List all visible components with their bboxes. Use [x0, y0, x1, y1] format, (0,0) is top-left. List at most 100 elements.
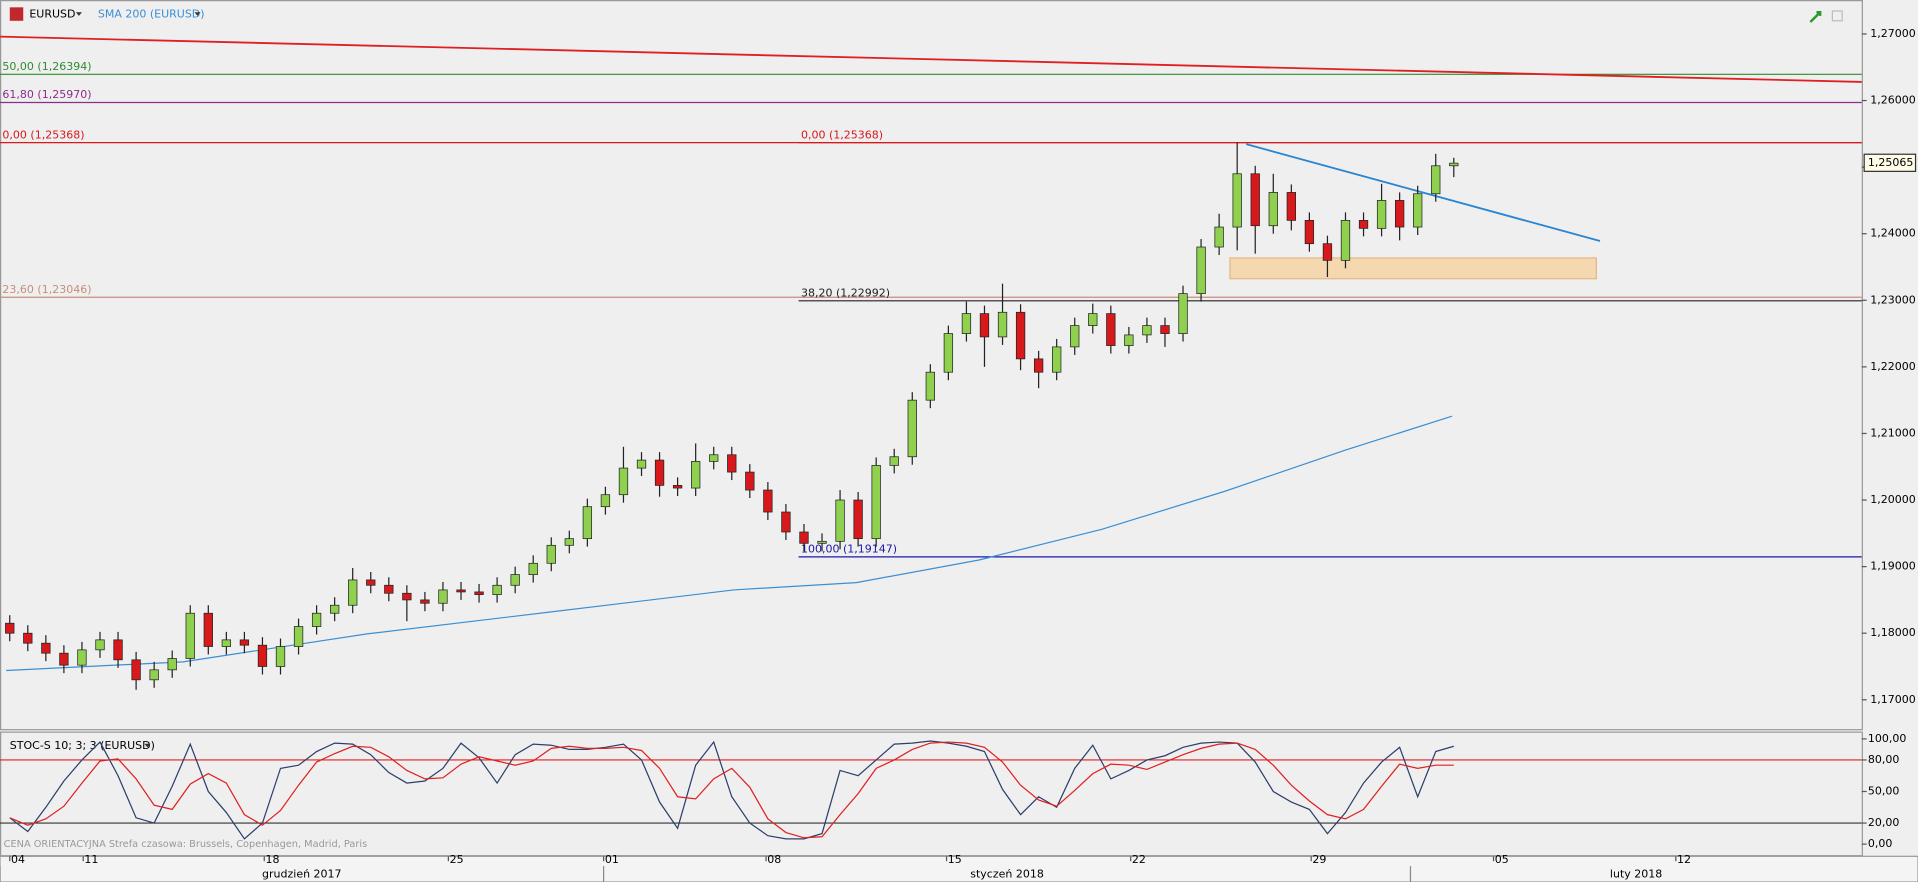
- y-tick-label: 1,21000: [1870, 426, 1915, 439]
- candle-body: [1376, 200, 1387, 229]
- x-tick-label: 29: [1312, 853, 1326, 866]
- sma-line: [6, 415, 1453, 672]
- candle-body: [1124, 334, 1134, 346]
- candle-body: [1033, 358, 1044, 373]
- candle-body: [636, 459, 647, 469]
- fib-label: 100,00 (1,19147): [801, 542, 897, 555]
- candle-body: [492, 584, 502, 595]
- x-tick-label: 05: [1495, 853, 1509, 866]
- fib-label: 61,80 (1,25970): [2, 88, 91, 101]
- x-tick-label: 12: [1677, 853, 1691, 866]
- candle-body: [77, 649, 87, 666]
- candle-body: [330, 604, 340, 614]
- candle-body: [41, 642, 51, 654]
- candle-body: [1268, 192, 1278, 227]
- fib-label: 0,00 (1,25368): [2, 128, 84, 141]
- candle-body: [1394, 200, 1405, 228]
- candle-body: [600, 494, 611, 508]
- candle-body: [1340, 220, 1351, 261]
- candle-body: [943, 333, 954, 373]
- dropdown[interactable]: [144, 743, 151, 748]
- x-tick-label: 08: [767, 853, 781, 866]
- dropdown[interactable]: [194, 12, 201, 16]
- candle-body: [1413, 193, 1423, 228]
- candle-body: [1088, 313, 1098, 326]
- candle-body: [348, 579, 358, 606]
- candle-body: [727, 454, 737, 473]
- trendline: [0, 35, 1862, 83]
- x-tick-label: 01: [605, 853, 619, 866]
- y-tick-label: 1,23000: [1870, 293, 1915, 306]
- time-axis: [0, 855, 1918, 882]
- candle-body: [528, 562, 538, 575]
- candle-body: [1214, 226, 1224, 248]
- candle-body: [763, 489, 773, 513]
- pane-button[interactable]: [1831, 10, 1843, 22]
- osc-tick-label: 100,00: [1868, 732, 1906, 745]
- candle-body: [275, 646, 286, 667]
- candle-body: [113, 639, 123, 661]
- candle-body: [510, 574, 520, 586]
- candle-body: [817, 540, 827, 544]
- candle-body: [1015, 311, 1026, 360]
- candle-body: [167, 658, 177, 671]
- x-tick-label: 22: [1132, 853, 1146, 866]
- x-tick-label: 15: [948, 853, 962, 866]
- y-tick-label: 1,19000: [1870, 560, 1915, 573]
- footer: CENA ORIENTACYJNA Strefa czasowa: Brusse…: [4, 839, 368, 850]
- month-label: styczeń 2018: [970, 868, 1044, 881]
- x-tick-label: 11: [84, 853, 98, 866]
- candle-body: [799, 531, 809, 544]
- candle-body: [5, 622, 15, 634]
- candle-body: [23, 632, 33, 644]
- candle-body: [438, 589, 448, 604]
- osc-tick-label: 80,00: [1868, 753, 1899, 766]
- oscillator-title[interactable]: STOC-S 10; 3; 3 (EURUSD): [10, 739, 155, 752]
- last-price-box: [1863, 153, 1917, 172]
- candle-body: [239, 639, 250, 646]
- candle-body: [366, 579, 376, 586]
- indicator-name[interactable]: SMA 200 (EURUSD): [98, 8, 205, 21]
- y-tick-label: 1,27000: [1870, 27, 1915, 40]
- candle-body: [871, 465, 881, 540]
- oscillator-pane: [0, 731, 1863, 857]
- y-tick-label: 1,18000: [1870, 626, 1915, 639]
- candle-body: [546, 544, 556, 564]
- candle-body: [618, 467, 629, 496]
- candle-body: [889, 456, 899, 466]
- osc-tick-label: 50,00: [1868, 785, 1899, 798]
- candle-body: [925, 371, 935, 401]
- candle-body: [1286, 192, 1296, 221]
- month-label: luty 2018: [1610, 868, 1662, 881]
- candle-body: [745, 471, 755, 491]
- symbol[interactable]: EURUSD: [29, 8, 75, 21]
- candle-body: [1232, 173, 1242, 228]
- y-tick-label: 1,17000: [1870, 693, 1915, 706]
- last-price-label: 1,25065: [1868, 156, 1913, 169]
- trendline: [1245, 143, 1601, 242]
- price-pane: [0, 0, 1863, 731]
- x-tick-label: 25: [450, 853, 464, 866]
- candle-body: [672, 485, 683, 489]
- x-tick-label: 04: [11, 853, 25, 866]
- candle-body: [293, 626, 304, 647]
- candle-body: [1304, 220, 1315, 245]
- candle-body: [384, 584, 394, 594]
- candle-body: [781, 511, 791, 533]
- candle-body: [1449, 162, 1459, 167]
- dropdown[interactable]: [75, 12, 82, 16]
- y-tick-label: 1,20000: [1870, 493, 1915, 506]
- candle-body: [95, 639, 105, 651]
- candle-body: [582, 506, 593, 540]
- symbol-icon[interactable]: [9, 7, 24, 21]
- candle-body: [1106, 313, 1116, 346]
- candle-body: [59, 652, 69, 666]
- candle-body: [961, 313, 972, 334]
- candle-body: [1160, 325, 1170, 334]
- y-tick-label: 1,26000: [1870, 94, 1915, 107]
- candle-body: [564, 538, 574, 546]
- candle-body: [835, 499, 845, 542]
- osc-line: [9, 741, 1454, 839]
- trend-icon[interactable]: [1809, 11, 1822, 23]
